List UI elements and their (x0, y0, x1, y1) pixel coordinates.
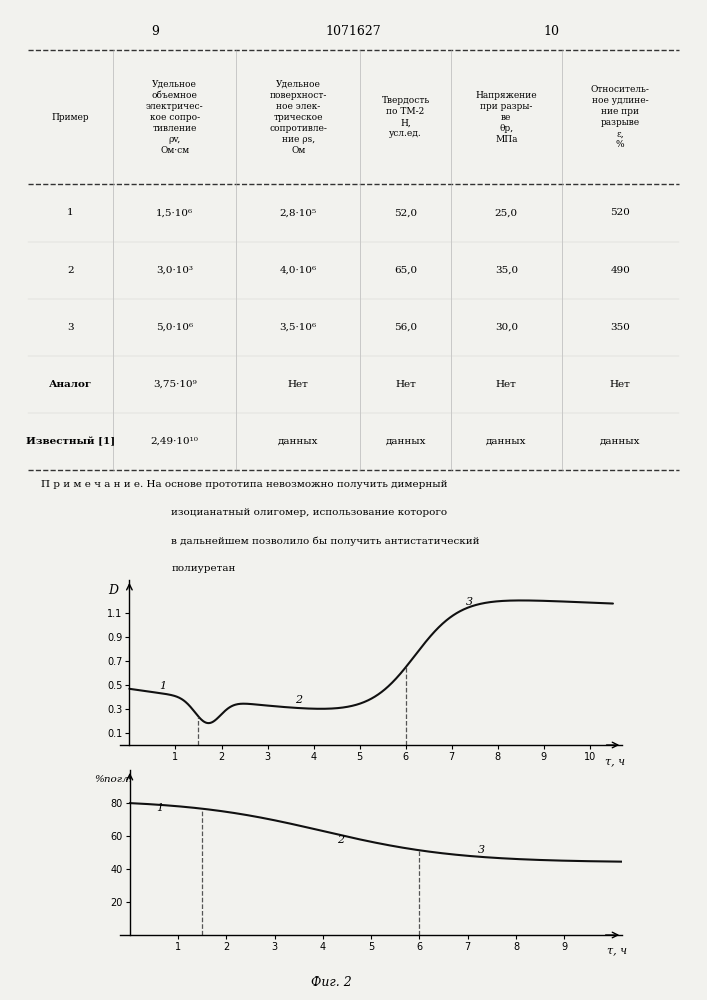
Text: Твердость
по ТМ-2
Н,
усл.ед.: Твердость по ТМ-2 Н, усл.ед. (381, 96, 430, 138)
Text: Нет: Нет (609, 380, 631, 389)
Text: 25,0: 25,0 (495, 208, 518, 217)
Text: 2,49·10¹⁰: 2,49·10¹⁰ (151, 437, 199, 446)
Text: 1,5·10⁶: 1,5·10⁶ (156, 208, 193, 217)
Text: %погл.: %погл. (94, 775, 132, 784)
Text: 52,0: 52,0 (394, 208, 417, 217)
Text: 3,0·10³: 3,0·10³ (156, 266, 193, 275)
Text: 56,0: 56,0 (394, 323, 417, 332)
Text: 3,5·10⁶: 3,5·10⁶ (280, 323, 317, 332)
Text: 3: 3 (477, 845, 484, 855)
Text: 5,0·10⁶: 5,0·10⁶ (156, 323, 193, 332)
Text: 490: 490 (610, 266, 630, 275)
Text: данных: данных (486, 437, 527, 446)
Text: D: D (108, 584, 118, 597)
Text: изоцианатный олигомер, использование которого: изоцианатный олигомер, использование кот… (171, 508, 448, 517)
Text: Напряжение
при разры-
ве
θр,
МПа: Напряжение при разры- ве θр, МПа (476, 91, 537, 144)
Text: 2: 2 (296, 695, 303, 705)
Text: τ, ч: τ, ч (605, 756, 625, 766)
Text: в дальнейшем позволило бы получить антистатический: в дальнейшем позволило бы получить антис… (171, 536, 480, 546)
Text: Нет: Нет (395, 380, 416, 389)
Text: 4,0·10⁶: 4,0·10⁶ (280, 266, 317, 275)
Text: 2: 2 (337, 835, 344, 845)
Text: 2,8·10⁵: 2,8·10⁵ (280, 208, 317, 217)
Text: Известный [1]: Известный [1] (26, 437, 115, 446)
Text: данных: данных (600, 437, 641, 446)
Text: Удельное
поверхност-
ное элек-
трическое
сопротивле-
ние ρs,
Ом: Удельное поверхност- ное элек- трическое… (269, 79, 327, 155)
Text: Пример: Пример (52, 113, 89, 122)
Text: Фиг. 1: Фиг. 1 (310, 781, 351, 794)
Text: Фиг. 2: Фиг. 2 (310, 976, 351, 989)
Text: данных: данных (278, 437, 318, 446)
Text: П р и м е ч а н и е. На основе прототипа невозможно получить димерный: П р и м е ч а н и е. На основе прототипа… (41, 480, 448, 489)
Text: 2: 2 (67, 266, 74, 275)
Text: 1: 1 (156, 803, 163, 813)
Text: данных: данных (385, 437, 426, 446)
Text: 1: 1 (159, 681, 166, 691)
Text: 30,0: 30,0 (495, 323, 518, 332)
Text: Удельное
объемное
электричес-
кое сопро-
тивление
ρv,
Ом·см: Удельное объемное электричес- кое сопро-… (146, 79, 204, 155)
Text: 35,0: 35,0 (495, 266, 518, 275)
Text: 9: 9 (151, 25, 160, 38)
Text: 350: 350 (610, 323, 630, 332)
Text: Аналог: Аналог (49, 380, 92, 389)
Text: 3,75·10⁹: 3,75·10⁹ (153, 380, 197, 389)
Text: 3: 3 (67, 323, 74, 332)
Text: Нет: Нет (288, 380, 309, 389)
Text: 65,0: 65,0 (394, 266, 417, 275)
Text: 1071627: 1071627 (326, 25, 381, 38)
Text: 1: 1 (67, 208, 74, 217)
Text: Относитель-
ное удлине-
ние при
разрыве
ε,
%: Относитель- ное удлине- ние при разрыве … (591, 85, 650, 149)
Text: 10: 10 (544, 25, 559, 38)
Text: 520: 520 (610, 208, 630, 217)
Text: τ, ч: τ, ч (607, 945, 627, 955)
Text: полиуретан: полиуретан (171, 564, 235, 573)
Text: Нет: Нет (496, 380, 517, 389)
Text: 3: 3 (466, 597, 473, 607)
